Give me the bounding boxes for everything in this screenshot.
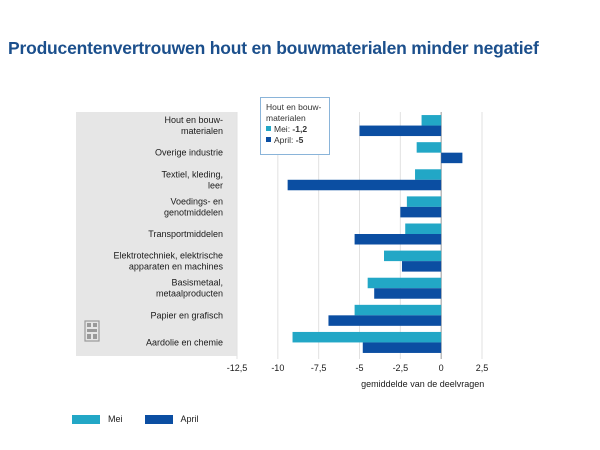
x-tick-label-5: 0 [439, 363, 444, 373]
tooltip-label-mei: Mei: [274, 124, 293, 134]
x-tick-label-1: -10 [271, 363, 284, 373]
bar-mei-4 [405, 223, 442, 234]
category-label-5-0: Elektrotechniek, elektrische [113, 251, 223, 261]
category-label-6-1: metaalproducten [156, 289, 223, 299]
legend-swatch-mei [72, 414, 100, 424]
legend-item-april[interactable]: April [144, 414, 199, 424]
category-label-1-0: Overige industrie [155, 148, 223, 158]
category-label-0-1: materialen [181, 126, 223, 136]
x-axis-title: gemiddelde van de deelvragen [361, 379, 484, 389]
bar-mei-2 [415, 169, 442, 180]
bar-april-5 [401, 261, 442, 272]
tooltip-label-april: April: [274, 135, 296, 145]
bar-mei-1 [416, 142, 442, 153]
x-tick-label-0: -12,5 [227, 363, 248, 373]
x-tick-label-4: -2,5 [393, 363, 409, 373]
category-label-5-1: apparaten en machines [129, 262, 224, 272]
x-tick-label-3: -5 [355, 363, 363, 373]
bar-april-0 [359, 125, 442, 137]
bar-mei-0 [421, 115, 442, 126]
tooltip-title-line1: Hout en bouw- [266, 102, 322, 112]
bar-april-7 [328, 315, 442, 326]
category-label-8-0: Aardolie en chemie [146, 337, 223, 347]
category-label-7-0: Papier en grafisch [150, 310, 223, 320]
category-label-0-0: Hout en bouw- [164, 115, 223, 125]
tooltip-value-mei: -1,2 [292, 124, 308, 134]
legend-label-mei: Mei [108, 414, 123, 424]
category-label-2-0: Textiel, kleding, [161, 169, 223, 179]
category-label-6-0: Basismetaal, [171, 278, 223, 288]
tooltip-swatch-april [266, 137, 271, 142]
bar-mei-7 [354, 304, 442, 316]
bar-mei-5 [384, 250, 442, 262]
cbs-logo-icon [84, 320, 100, 342]
chart-legend: Mei April [72, 414, 221, 424]
chart-title: Producentenvertrouwen hout en bouwmateri… [8, 38, 539, 58]
bar-april-1 [441, 152, 463, 164]
tooltip-swatch-mei [266, 126, 271, 131]
tooltip-row-mei: Mei: -1,2 [266, 124, 324, 135]
hover-tooltip: Hout en bouw- materialen Mei: -1,2 April… [260, 97, 330, 155]
tooltip-row-april: April: -5 [266, 135, 324, 146]
category-label-panel [76, 112, 237, 356]
bar-april-3 [400, 206, 442, 218]
x-tick-label-2: -7,5 [311, 363, 327, 373]
legend-label-april: April [180, 414, 199, 424]
x-tick-label-6: 2,5 [476, 363, 489, 373]
category-label-3-0: Voedings- en [170, 196, 223, 206]
bar-april-6 [374, 288, 442, 299]
bar-mei-6 [367, 277, 442, 289]
category-label-4-0: Transportmiddelen [148, 229, 223, 239]
bar-mei-3 [406, 196, 442, 207]
category-label-3-1: genotmiddelen [164, 207, 223, 217]
bar-april-8 [362, 342, 442, 353]
bar-april-2 [287, 179, 442, 191]
category-label-2-1: leer [208, 180, 223, 190]
tooltip-value-april: -5 [295, 135, 304, 145]
legend-swatch-april [144, 414, 173, 424]
bar-april-4 [354, 234, 442, 245]
bar-mei-8 [292, 331, 442, 343]
tooltip-title-line2: materialen [266, 113, 306, 123]
legend-item-mei[interactable]: Mei [72, 414, 123, 424]
